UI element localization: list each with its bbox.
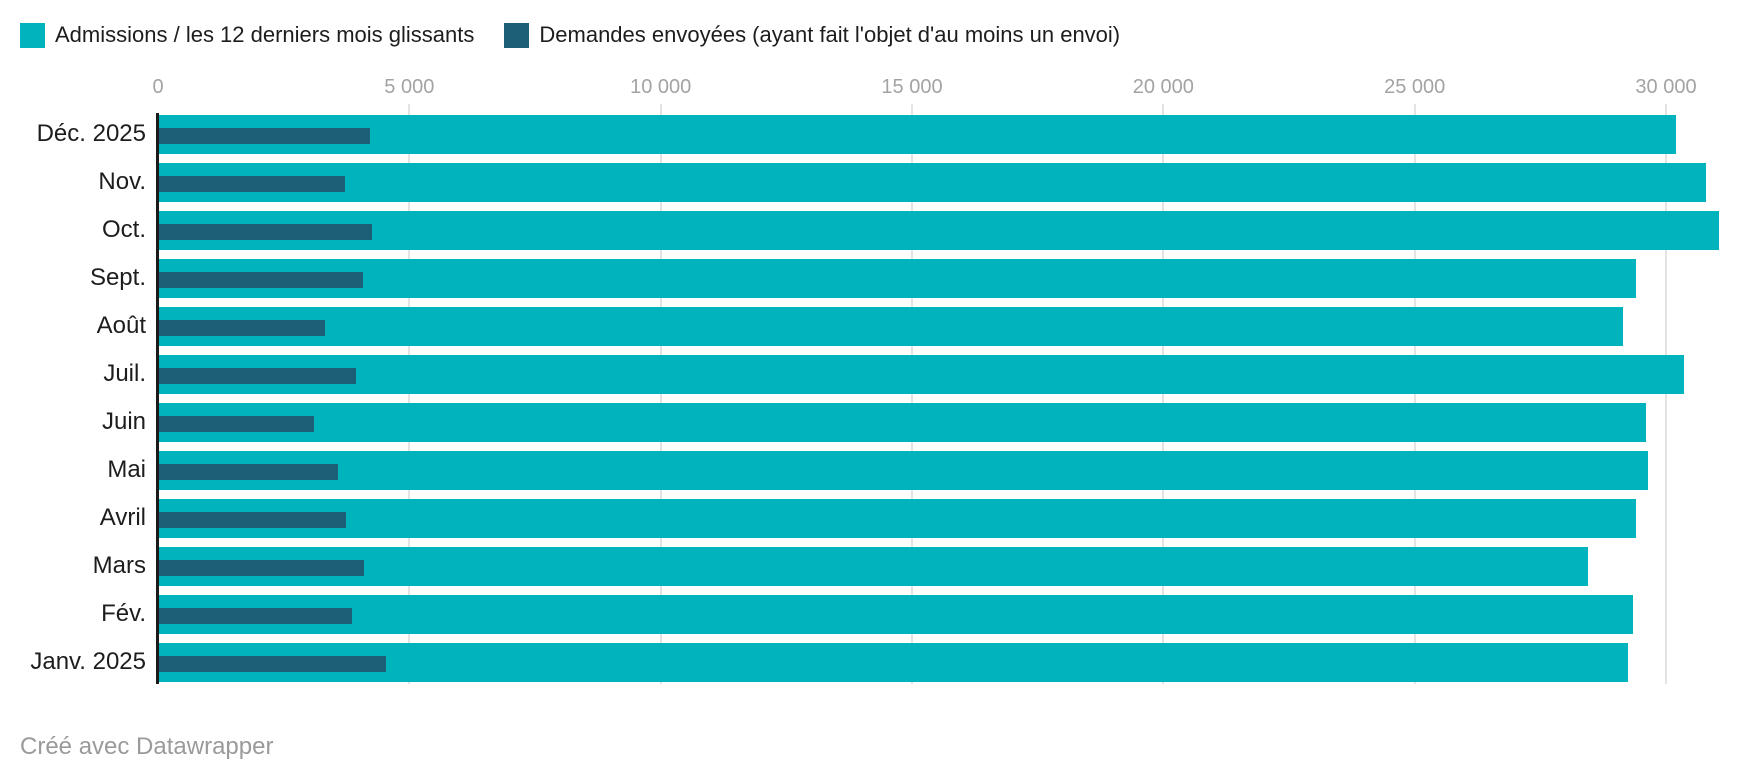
y-axis-label: Fév.	[101, 600, 146, 627]
x-tick-label: 10 000	[630, 76, 692, 98]
bar-demandes[interactable]	[159, 464, 338, 480]
gridline	[1162, 104, 1165, 684]
bar-demandes[interactable]	[159, 416, 314, 432]
bar-demandes[interactable]	[159, 512, 346, 528]
bar-demandes[interactable]	[159, 128, 370, 144]
y-axis-label: Janv. 2025	[30, 648, 146, 675]
legend-label-admissions: Admissions / les 12 derniers mois glissa…	[55, 22, 475, 47]
bar-demandes[interactable]	[159, 656, 386, 672]
y-axis-label: Août	[96, 312, 146, 339]
x-tick-label: 15 000	[881, 76, 943, 98]
bar-demandes[interactable]	[159, 224, 372, 240]
bar-admissions[interactable]	[159, 595, 1633, 634]
y-axis-label: Nov.	[98, 168, 146, 195]
x-tick-label: 5 000	[384, 76, 435, 98]
y-axis-label: Sept.	[89, 264, 146, 291]
bar-admissions[interactable]	[159, 307, 1623, 346]
gridline	[1665, 104, 1667, 684]
bar-demandes[interactable]	[159, 368, 356, 384]
y-axis-label: Juil.	[103, 360, 146, 387]
legend-swatch-admissions-icon	[20, 22, 45, 48]
bar-admissions[interactable]	[159, 163, 1706, 202]
bar-demandes[interactable]	[159, 560, 364, 576]
bar-demandes[interactable]	[159, 320, 325, 336]
legend: Admissions / les 12 derniers mois glissa…	[20, 20, 1120, 50]
y-axis-label: Mars	[92, 552, 146, 579]
bar-demandes[interactable]	[159, 176, 345, 192]
legend-swatch-demandes-icon	[504, 22, 530, 48]
x-tick-label: 25 000	[1384, 76, 1446, 98]
bar-admissions[interactable]	[159, 355, 1684, 394]
x-tick-label: 20 000	[1132, 76, 1194, 98]
bar-admissions[interactable]	[159, 451, 1648, 490]
y-axis-label: Mai	[107, 456, 146, 483]
bar-admissions[interactable]	[159, 115, 1676, 154]
y-axis-label: Juin	[101, 408, 146, 435]
bar-admissions[interactable]	[159, 643, 1628, 682]
legend-item-admissions: Admissions / les 12 derniers mois glissa…	[20, 20, 474, 50]
bar-admissions[interactable]	[159, 259, 1636, 298]
gridline	[1413, 104, 1416, 684]
gridline	[911, 104, 913, 684]
bar-admissions[interactable]	[159, 211, 1719, 250]
gridline	[408, 104, 411, 684]
gridline	[659, 104, 662, 684]
legend-item-demandes: Demandes envoyées (ayant fait l'objet d'…	[504, 20, 1120, 50]
bar-demandes[interactable]	[159, 272, 363, 288]
bar-admissions[interactable]	[159, 403, 1646, 442]
y-axis-label: Déc. 2025	[36, 120, 146, 147]
legend-label-demandes: Demandes envoyées (ayant fait l'objet d'…	[539, 22, 1121, 47]
y-axis-label: Oct.	[101, 216, 146, 243]
bar-admissions[interactable]	[159, 499, 1636, 538]
x-tick-label: 30 000	[1635, 76, 1697, 98]
bar-demandes[interactable]	[159, 608, 352, 624]
y-axis-line	[156, 113, 159, 684]
y-axis-label: Avril	[99, 504, 146, 531]
x-tick-label: 0	[152, 76, 164, 98]
datawrapper-credit-link[interactable]: Créé avec Datawrapper	[20, 733, 274, 760]
bar-admissions[interactable]	[159, 547, 1588, 586]
